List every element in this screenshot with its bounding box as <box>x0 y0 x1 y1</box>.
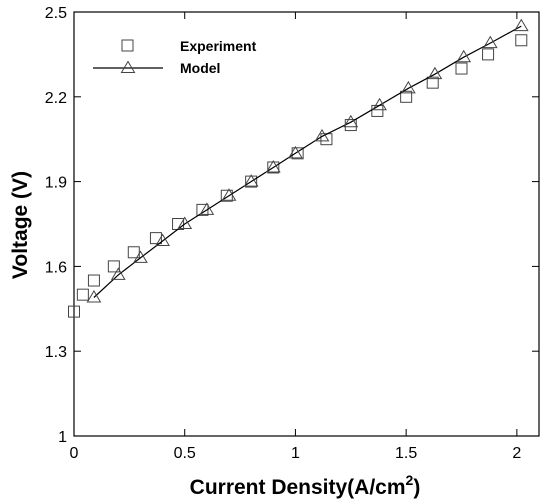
legend-model-marker <box>120 60 136 73</box>
x-axis-title: Current Density(A/cm2) <box>190 472 421 499</box>
y-tick-label: 2.5 <box>45 5 67 22</box>
model-point <box>221 188 237 201</box>
legend: Experiment Model <box>93 38 257 76</box>
experiment-point <box>127 246 140 259</box>
model-point <box>343 114 359 128</box>
model-point <box>513 18 529 32</box>
x-axis: 0 0.5 1 1.5 2 <box>70 12 521 462</box>
y-axis: 1 1.3 1.6 1.9 2.2 2.5 <box>45 5 539 446</box>
model-point <box>314 128 330 142</box>
model-point <box>400 80 416 94</box>
legend-experiment-label: Experiment <box>180 38 257 54</box>
model-point <box>265 159 281 173</box>
experiment-point <box>87 274 100 287</box>
y-tick-label: 1 <box>58 429 67 446</box>
x-tick-label: 0.5 <box>174 445 196 462</box>
legend-experiment-marker <box>121 39 134 52</box>
y-tick-label: 1.6 <box>45 259 67 276</box>
experiment-point <box>400 90 413 103</box>
model-point <box>243 174 259 187</box>
y-tick-label: 1.3 <box>45 344 67 361</box>
x-tick-label: 1 <box>291 445 300 462</box>
x-tick-label: 1.5 <box>395 445 417 462</box>
plot-border <box>73 11 540 437</box>
model-point <box>199 202 215 215</box>
experiment-point <box>107 260 120 273</box>
experiment-point <box>245 175 258 188</box>
model-point <box>86 290 102 303</box>
experiment-point <box>267 161 280 174</box>
y-tick-label: 1.9 <box>45 175 67 192</box>
experiment-point <box>68 305 80 318</box>
experiment-point <box>344 119 357 132</box>
model-point <box>133 250 148 263</box>
model-line <box>93 25 522 298</box>
y-tick-label: 2.2 <box>45 90 67 107</box>
model-point <box>177 216 193 229</box>
experiment-point <box>320 133 333 146</box>
y-axis-title: Voltage (V) <box>9 171 32 279</box>
experiment-point <box>371 104 384 117</box>
experiment-point <box>455 62 468 75</box>
model-point <box>110 267 126 280</box>
series-layer <box>68 18 529 318</box>
x-tick-label: 0 <box>70 445 79 462</box>
model-point <box>427 66 443 80</box>
model-point <box>482 35 498 49</box>
model-point <box>456 49 472 63</box>
model-point <box>288 145 303 159</box>
x-axis-title-superscript: 2 <box>406 472 414 488</box>
experiment-point <box>426 76 439 89</box>
legend-model-label: Model <box>180 60 220 76</box>
experiment-point <box>482 48 495 61</box>
plot-frame <box>73 11 540 437</box>
x-tick-label: 2 <box>512 445 521 462</box>
experiment-point <box>149 232 162 245</box>
model-point <box>155 233 170 246</box>
experiment-point <box>76 288 89 301</box>
model-point <box>372 97 387 111</box>
experiment-point <box>515 34 528 47</box>
